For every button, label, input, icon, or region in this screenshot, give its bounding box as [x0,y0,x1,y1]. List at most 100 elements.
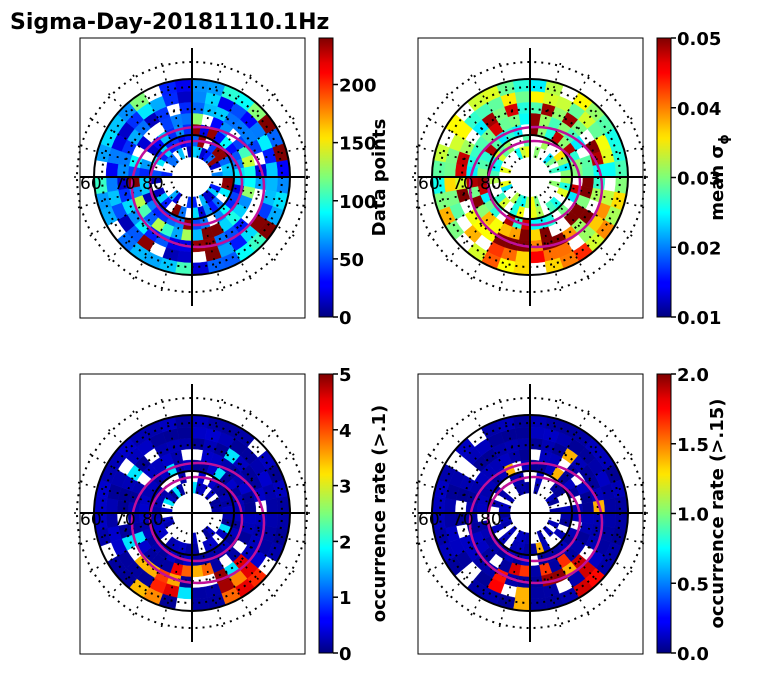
grid-spoke [444,526,517,599]
heatmap-cell [547,519,560,529]
grid-spoke [87,116,176,168]
heatmap-cell [176,586,193,600]
grid-spoke [534,532,562,630]
grid-spoke [543,190,616,263]
grid-spoke [201,72,253,161]
colorbar-tick-label: 100 [339,192,377,213]
colorbar-tick-label: 1 [339,588,352,609]
lat-label: 60 [80,510,102,530]
grid-spoke [549,181,647,209]
grid-spoke [539,529,591,618]
grid-spoke [444,190,517,263]
grid-spoke [413,145,511,173]
heatmap-cell [514,90,531,104]
heatmap-cell [581,165,595,178]
grid-spoke [498,532,526,630]
heatmap-cell [176,250,193,264]
grid-spoke [75,145,173,173]
heatmap-cell [191,90,208,104]
colorbar-tick-label: 3 [339,477,352,498]
heatmap-cell [603,512,617,529]
oval-outer [468,461,604,585]
oval-inner [486,139,582,227]
grid-spoke [201,193,253,282]
colorbar-tick-label: 200 [339,76,377,97]
heatmap-cell [514,426,531,440]
grid-spoke [208,452,297,504]
grid-spoke [534,196,562,294]
grid-circle-dotted [414,397,646,629]
colorbar-tick-label: 0.0 [677,644,709,665]
grid-spoke [546,522,635,574]
lat-label: 60 [80,174,102,194]
colorbar [318,373,334,654]
heatmap-cell [529,437,544,451]
colorbar-tick-label: 0 [339,644,352,665]
heatmap-cell [581,501,595,514]
colorbar-tick-label: 0.01 [677,308,721,329]
heatmap-cell [603,497,617,514]
colorbar [318,37,334,318]
lat-label: 70 [452,174,474,194]
heatmap-cell [514,250,531,264]
grid-spoke [539,408,591,497]
grid-spoke [201,408,253,497]
colorbar-tick-label: 2 [339,532,352,553]
colorbar-tick-label: 0.5 [677,574,709,595]
heatmap-cell [529,426,546,440]
panel-1: 60 70 80 0 50 100 150 200 Data points [72,37,390,329]
colorbar-tick-label: 4 [339,421,352,442]
oval-outer [130,125,266,249]
panel-4: 60 70 80 0.0 0.5 1.0 1.5 2.0 occurrence rate (>.… [410,365,728,665]
grid-spoke [205,91,278,164]
lat-label: 80 [142,510,164,530]
heatmap-cell [463,224,483,244]
lat-label: 70 [114,510,136,530]
lat-label: 80 [142,174,164,194]
colorbar [656,37,672,318]
heatmap-cell [176,90,193,104]
oval-inner [148,139,244,227]
grid-spoke [413,517,511,545]
heatmap-cell [180,112,193,126]
grid-spoke [75,181,173,209]
lat-label: 70 [452,510,474,530]
colorbar-tick-label: 150 [339,134,377,155]
heatmap-cell [178,101,193,115]
grid-spoke [498,196,526,294]
grid-spoke [160,532,188,630]
colorbar-tick-label: 1.0 [677,505,709,526]
heatmap-cell [499,180,512,188]
heatmap-cell [243,165,257,178]
grid-spoke [546,116,635,168]
heatmap-cell [178,437,193,451]
grid-spoke [75,517,173,545]
heatmap-cell [191,564,204,578]
colorbar-tick-label: 0 [339,308,352,329]
grid-spoke [543,427,616,500]
lat-label: 70 [114,174,136,194]
heatmap-cell [514,586,531,600]
heatmap-cell [265,512,279,529]
grid-spoke [196,196,224,294]
colorbar-tick-label: 1.5 [677,435,709,456]
heatmap-cell [191,101,206,115]
colorbar-tick-label: 0.05 [677,29,721,50]
heatmap-cell [243,501,257,514]
grid-spoke [413,481,511,509]
lat-label: 80 [480,510,502,530]
heatmap-cell [516,437,531,451]
heatmap-cell [265,497,279,514]
grid-spoke [539,193,591,282]
grid-spoke [469,529,521,618]
grid-spoke [75,481,173,509]
heatmap-cell [529,250,546,264]
grid-spoke [205,190,278,263]
grid-spoke [425,116,514,168]
heatmap-cell [191,586,208,600]
heatmap-cell [191,228,204,242]
colorbar-tick-label: 50 [339,250,364,271]
heatmap-cell [518,448,531,462]
grid-spoke [87,522,176,574]
